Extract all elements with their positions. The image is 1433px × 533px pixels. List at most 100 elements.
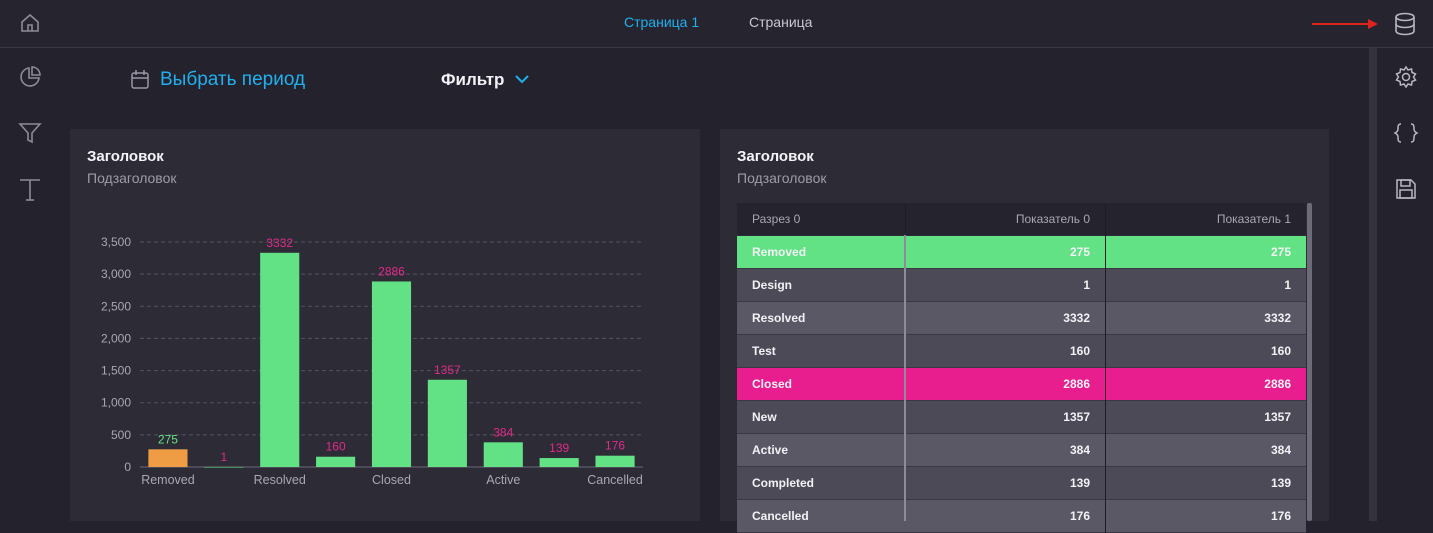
column-header-metric-0[interactable]: Показатель 0 — [1015, 212, 1090, 226]
braces-icon[interactable] — [1393, 122, 1419, 144]
table-row[interactable]: Removed 275 275 — [737, 236, 1306, 269]
x-tick-label: Closed — [372, 473, 411, 487]
table-cell-slice: Removed — [752, 245, 807, 259]
y-tick-label: 500 — [111, 428, 131, 442]
table-cell-metric-0: 3332 — [1063, 311, 1090, 325]
table-cell-slice: Cancelled — [752, 509, 809, 523]
table-cell-metric-1: 160 — [1270, 344, 1291, 358]
table-cell-metric-0: 1 — [1083, 278, 1090, 292]
table-cell-metric-1: 384 — [1270, 443, 1291, 457]
filter-icon[interactable] — [18, 121, 42, 145]
bar-active[interactable] — [483, 442, 523, 467]
table-cell-metric-1: 2886 — [1264, 377, 1291, 391]
bar-resolved[interactable] — [260, 252, 300, 467]
bar-closed[interactable] — [371, 281, 412, 467]
calendar-icon[interactable] — [130, 69, 150, 90]
bar-removed[interactable] — [148, 449, 188, 467]
bar-design[interactable] — [204, 466, 244, 468]
pie-chart-icon[interactable] — [18, 65, 42, 89]
bar-completed[interactable] — [539, 458, 579, 467]
table-column-resize-line[interactable] — [904, 235, 906, 521]
table-cell-metric-1: 139 — [1270, 476, 1291, 490]
data-label-new: 1357 — [434, 363, 461, 377]
data-label-resolved: 3332 — [266, 236, 293, 250]
table-panel-subtitle: Подзаголовок — [737, 170, 827, 186]
column-divider — [1105, 302, 1106, 335]
pointer-arrow — [1312, 19, 1378, 29]
save-icon[interactable] — [1395, 178, 1417, 200]
table-header: Разрез 0 Показатель 0 Показатель 1 — [737, 203, 1306, 236]
chart-panel-title: Заголовок — [87, 148, 164, 165]
tab-page-1[interactable]: Страница 1 — [624, 14, 700, 30]
y-tick-label: 3,500 — [101, 235, 131, 249]
column-divider — [1105, 368, 1106, 401]
table-cell-metric-0: 176 — [1069, 509, 1090, 523]
table-row[interactable]: Completed 139 139 — [737, 467, 1306, 500]
y-tick-label: 2,500 — [101, 299, 131, 313]
table-cell-metric-0: 139 — [1069, 476, 1090, 490]
table-scrollbar[interactable] — [1307, 203, 1312, 521]
column-header-slice[interactable]: Разрез 0 — [752, 212, 801, 226]
data-label-test: 160 — [326, 440, 346, 454]
table-row[interactable]: Test 160 160 — [737, 335, 1306, 368]
column-header-metric-1[interactable]: Показатель 1 — [1216, 212, 1291, 226]
column-divider — [1105, 401, 1106, 434]
table-cell-slice: Design — [752, 278, 793, 292]
x-tick-label: Resolved — [254, 473, 306, 487]
column-divider — [1105, 500, 1106, 533]
table-row[interactable]: Design 1 1 — [737, 269, 1306, 302]
page-scrollbar[interactable] — [1369, 48, 1377, 521]
data-label-active: 384 — [493, 425, 513, 439]
table-cell-slice: Active — [752, 443, 789, 457]
table-cell-slice: Completed — [752, 476, 815, 490]
table-cell-metric-1: 1357 — [1264, 410, 1291, 424]
x-tick-label: Removed — [141, 473, 195, 487]
text-icon[interactable] — [18, 177, 42, 203]
chart-panel-subtitle: Подзаголовок — [87, 170, 177, 186]
select-period-button[interactable]: Выбрать период — [160, 69, 306, 90]
home-icon[interactable] — [19, 12, 41, 34]
y-tick-label: 2,000 — [101, 331, 131, 345]
data-label-cancelled: 176 — [605, 439, 625, 453]
table-cell-slice: Resolved — [752, 311, 806, 325]
table-cell-metric-0: 2886 — [1063, 377, 1090, 391]
tab-page[interactable]: Страница — [749, 14, 813, 30]
y-tick-label: 1,000 — [101, 396, 131, 410]
table-cell-metric-0: 160 — [1069, 344, 1090, 358]
data-label-removed: 275 — [158, 432, 178, 446]
table-cell-slice: Test — [752, 344, 776, 358]
table-row[interactable]: Resolved 3332 3332 — [737, 302, 1306, 335]
y-tick-label: 0 — [124, 460, 131, 474]
table-cell-metric-0: 275 — [1069, 245, 1090, 259]
x-tick-label: Active — [486, 473, 520, 487]
bar-cancelled[interactable] — [595, 455, 635, 467]
column-divider — [1105, 467, 1106, 500]
database-icon[interactable] — [1394, 12, 1416, 36]
table-row[interactable]: Cancelled 176 176 — [737, 500, 1306, 533]
gear-icon[interactable] — [1394, 65, 1418, 89]
x-tick-label: Cancelled — [587, 473, 643, 487]
top-bar: Страница 1 Страница — [0, 0, 1433, 48]
bar-new[interactable] — [427, 379, 467, 467]
chevron-down-icon[interactable] — [514, 73, 530, 85]
table-cell-metric-1: 3332 — [1264, 311, 1291, 325]
left-sidebar — [0, 48, 60, 521]
filter-dropdown[interactable]: Фильтр — [441, 70, 505, 89]
bar-test[interactable] — [316, 456, 356, 467]
table-row[interactable]: New 1357 1357 — [737, 401, 1306, 434]
table-cell-metric-1: 275 — [1270, 245, 1291, 259]
column-divider — [1105, 335, 1106, 368]
table-cell-metric-0: 384 — [1069, 443, 1090, 457]
column-divider — [905, 203, 906, 236]
table-row[interactable]: Active 384 384 — [737, 434, 1306, 467]
table-cell-metric-1: 176 — [1270, 509, 1291, 523]
table-cell-metric-1: 1 — [1284, 278, 1291, 292]
y-tick-label: 1,500 — [101, 364, 131, 378]
y-tick-label: 3,000 — [101, 267, 131, 281]
table-cell-slice: Closed — [752, 377, 793, 391]
table-row[interactable]: Closed 2886 2886 — [737, 368, 1306, 401]
data-label-completed: 139 — [549, 441, 569, 455]
column-divider — [1105, 203, 1106, 236]
table-cell-slice: New — [752, 410, 777, 424]
right-sidebar — [1382, 48, 1433, 521]
